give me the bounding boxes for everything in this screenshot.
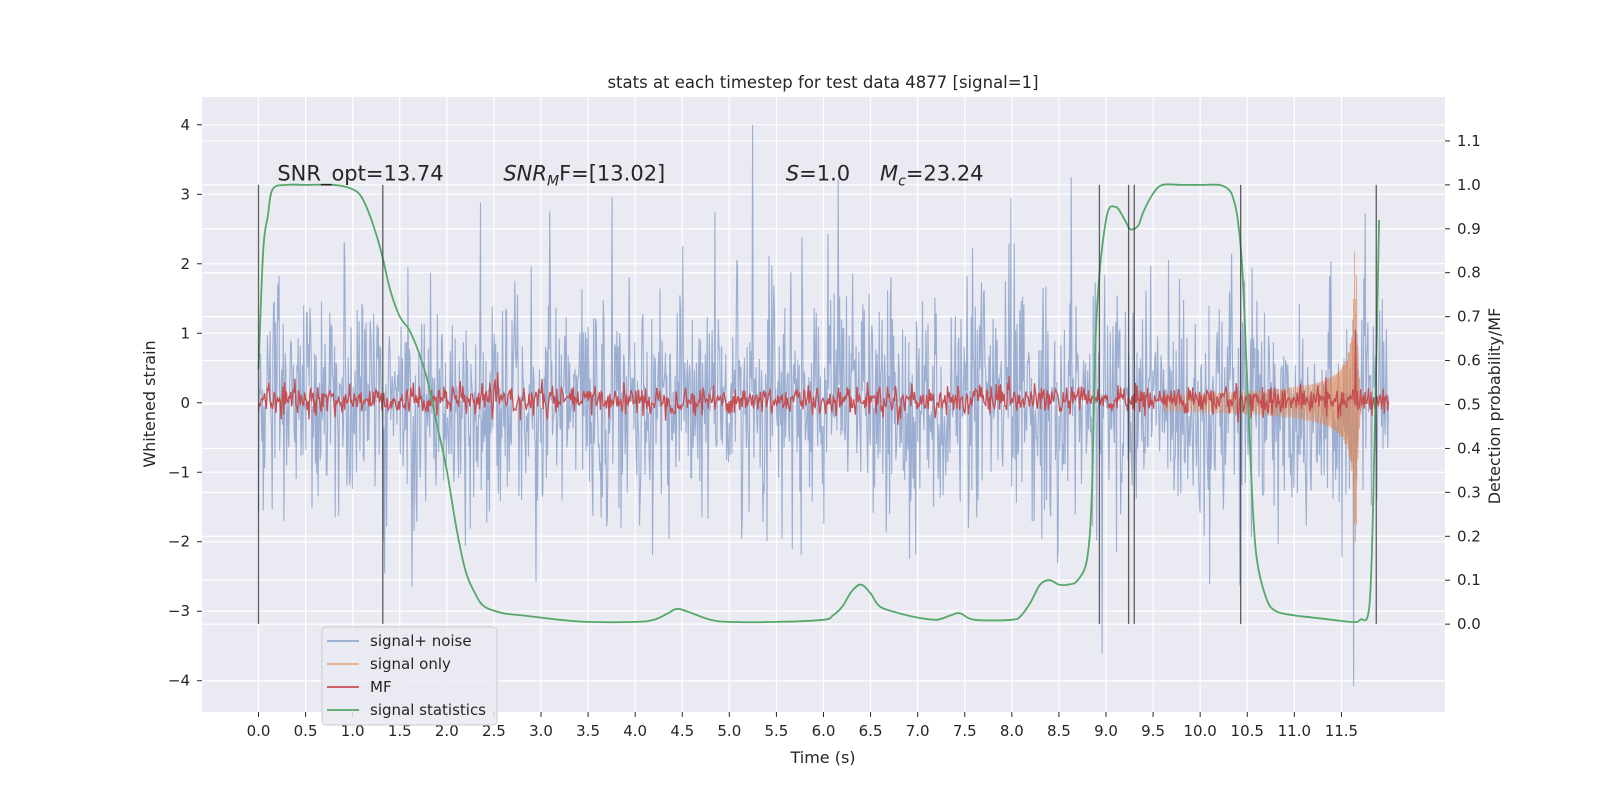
x-tick-label: 10.0 (1183, 722, 1216, 740)
x-tick-label: 11.5 (1325, 722, 1358, 740)
legend-label: signal only (370, 655, 451, 673)
y-tick-label: 2 (180, 255, 190, 273)
x-tick-label: 4.5 (670, 722, 694, 740)
annotation-mc: Mc=23.24 (880, 161, 984, 189)
x-tick-label: 9.0 (1094, 722, 1118, 740)
y-tick-label: 0 (180, 394, 190, 412)
x-tick-label: 1.5 (388, 722, 412, 740)
y-right-tick-label: 0.2 (1457, 527, 1481, 545)
x-tick-label: 10.5 (1231, 722, 1264, 740)
x-tick-label: 4.0 (623, 722, 647, 740)
legend-label: MF (370, 678, 392, 696)
y-tick-label: −4 (168, 672, 190, 690)
annotation-snr_mf: SNRMF=[13.02] (503, 161, 665, 189)
x-axis-label: Time (s) (789, 748, 855, 767)
series-layer (257, 124, 1390, 687)
y-right-tick-label: 0.5 (1457, 396, 1481, 414)
legend-label: signal+ noise (370, 632, 472, 650)
vlines (257, 184, 1377, 625)
x-tick-label: 2.0 (435, 722, 459, 740)
y-right-tick-label: 0.6 (1457, 352, 1481, 370)
x-tick-label: 6.0 (812, 722, 836, 740)
y-right-tick-label: 0.4 (1457, 439, 1481, 457)
y-right-tick-label: 0.0 (1457, 615, 1481, 633)
series-mf (257, 329, 1390, 425)
y-axis-label: Whitened strain (140, 340, 159, 467)
x-axis-ticks: 0.0 0.5 1.0 1.5 2.0 2.5 3.0 3.5 4.0 4.5 5.0 5.5 6.0 6… (247, 712, 1358, 740)
y-tick-label: 3 (180, 185, 190, 203)
series-signal-only (1162, 251, 1389, 542)
y-right-tick-label: 0.9 (1457, 220, 1481, 238)
y-tick-label: 4 (180, 116, 190, 134)
x-tick-label: 1.0 (341, 722, 365, 740)
x-tick-label: 11.0 (1278, 722, 1311, 740)
y-axis-ticks: 4 3 2 1 0 −1 −2 −3 −4 (168, 116, 202, 690)
annotation-snr_opt: SNR_opt=13.74 (277, 161, 443, 186)
x-tick-label: 8.5 (1047, 722, 1071, 740)
y-right-tick-label: 1.1 (1457, 132, 1481, 150)
series-signal-noise (257, 124, 1390, 687)
x-tick-label: 0.5 (294, 722, 318, 740)
y-tick-label: −3 (168, 602, 190, 620)
x-tick-label: 5.0 (717, 722, 741, 740)
x-tick-label: 3.5 (576, 722, 600, 740)
y-right-tick-label: 0.8 (1457, 264, 1481, 282)
legend: signal+ noise signal only MF signal statist… (321, 626, 498, 726)
y-right-axis-ticks: 1.1 1.0 0.9 0.8 0.7 0.6 0.5 0.4 0.3 0.2 0.1 0.0 (1445, 132, 1481, 633)
x-tick-label: 6.5 (859, 722, 883, 740)
x-tick-label: 9.5 (1141, 722, 1165, 740)
x-tick-label: 8.0 (1000, 722, 1024, 740)
x-tick-label: 7.0 (906, 722, 930, 740)
y-right-tick-label: 0.3 (1457, 483, 1481, 501)
chart-title: stats at each timestep for test data 487… (607, 73, 1038, 92)
y-right-tick-label: 0.7 (1457, 308, 1481, 326)
y-tick-label: −2 (168, 533, 190, 551)
series-signal-statistics (257, 183, 1380, 624)
y-right-tick-label: 1.0 (1457, 176, 1481, 194)
y-tick-label: −1 (168, 463, 190, 481)
legend-label: signal statistics (370, 701, 486, 719)
x-tick-label: 2.5 (482, 722, 506, 740)
x-tick-label: 0.0 (247, 722, 271, 740)
x-tick-label: 7.5 (953, 722, 977, 740)
x-tick-label: 3.0 (529, 722, 553, 740)
x-tick-label: 5.5 (764, 722, 788, 740)
y-right-axis-label: Detection probability/MF (1485, 308, 1504, 505)
annotations: SNR_opt=13.74 SNRMF=[13.02] S=1.0 Mc=23.24 (277, 161, 983, 189)
legend-box (321, 626, 498, 726)
y-tick-label: 1 (180, 324, 190, 342)
y-right-tick-label: 0.1 (1457, 571, 1481, 589)
annotation-s: S=1.0 (786, 161, 850, 185)
